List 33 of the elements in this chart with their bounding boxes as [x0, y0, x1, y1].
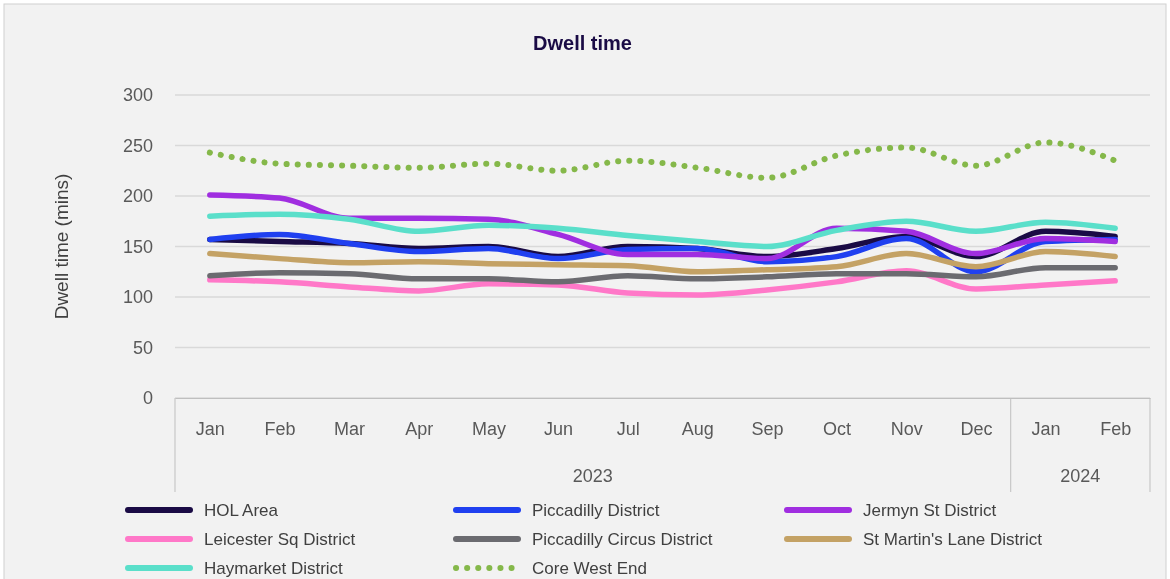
y-tick-label: 150	[122, 236, 153, 257]
x-tick-label: Jul	[616, 418, 640, 439]
legend-label: St Martin's Lane District	[863, 530, 1043, 549]
y-tick-label: 0	[142, 388, 153, 409]
legend-label: Piccadilly Circus District	[532, 530, 713, 549]
x-tick-label: Jun	[544, 418, 574, 439]
legend-label: HOL Area	[204, 501, 279, 520]
y-tick-label: 200	[122, 186, 153, 207]
x-tick-label: Mar	[334, 418, 366, 439]
chart-title: Dwell time	[533, 32, 632, 54]
x-tick-label: Feb	[264, 418, 296, 439]
legend-label: Jermyn St District	[863, 501, 997, 520]
text: 2024	[1060, 466, 1101, 486]
legend-label: Leicester Sq District	[204, 530, 356, 549]
x-tick-label: Oct	[823, 418, 852, 439]
y-tick-label: 300	[122, 85, 153, 106]
y-tick-label: 250	[122, 135, 153, 156]
legend-label: Core West End	[532, 559, 647, 578]
x-tick-label: Apr	[405, 418, 434, 439]
x-tick-label: Sep	[751, 418, 784, 439]
x-tick-label: Feb	[1100, 418, 1132, 439]
x-tick-label: Dec	[960, 418, 993, 439]
y-tick-label: 100	[122, 287, 153, 308]
text: 2023	[572, 466, 613, 486]
x-tick-label: Jan	[195, 418, 225, 439]
y-axis-title: Dwell time (mins)	[51, 173, 72, 320]
x-tick-label: May	[471, 418, 506, 439]
y-tick-label: 50	[132, 337, 153, 358]
x-tick-label: Jan	[1031, 418, 1061, 439]
legend-label: Haymarket District	[204, 559, 344, 578]
legend-label: Piccadilly District	[532, 501, 660, 520]
x-tick-label: Aug	[681, 418, 714, 439]
x-tick-label: Nov	[890, 418, 923, 439]
